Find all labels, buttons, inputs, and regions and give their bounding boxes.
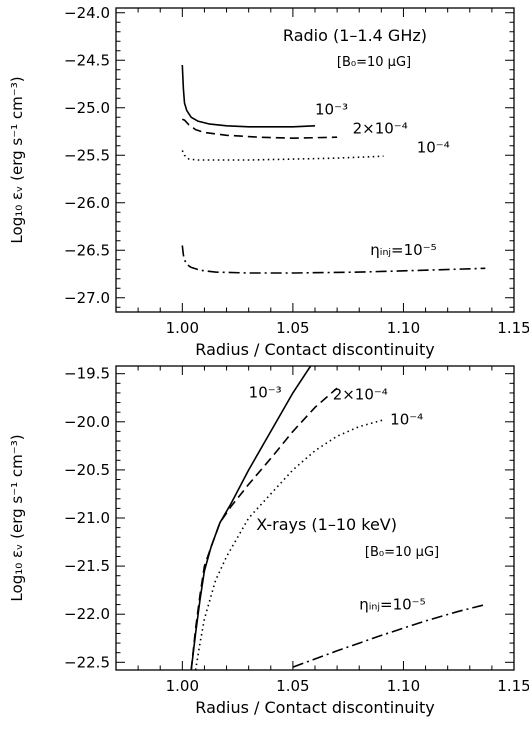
x-axis-label: Radius / Contact discontinuity: [195, 698, 434, 717]
chart-title: X-rays (1–10 keV): [256, 515, 397, 534]
series-group: [181, 64, 486, 274]
y-tick-label: −20.0: [64, 413, 110, 431]
x-tick-label: 1.15: [497, 677, 529, 695]
y-tick-label: −20.5: [64, 461, 110, 479]
series-line-2: [190, 387, 338, 670]
x-tick-label: 1.00: [166, 677, 199, 695]
series-annotation-1: 10⁻³: [249, 384, 282, 402]
y-tick-label: −26.0: [64, 194, 110, 212]
x-tick-label: 1.15: [497, 319, 529, 337]
y-tick-label: −25.0: [64, 99, 110, 117]
series-line-2: [181, 118, 338, 139]
chart-subtitle: [B₀=10 μG]: [365, 545, 439, 560]
series-annotation-4: ηᵢₙⱼ=10⁻⁵: [370, 241, 436, 259]
chart-title: Radio (1–1.4 GHz): [283, 26, 427, 45]
y-tick-label: −19.5: [64, 365, 110, 383]
y-tick-label: −24.5: [64, 51, 110, 69]
y-axis-label: Log₁₀ εᵥ (erg s⁻¹ cm⁻³): [8, 434, 26, 601]
series-line-3: [194, 419, 384, 670]
series-group: [190, 366, 486, 670]
y-tick-label: −24.0: [64, 4, 110, 22]
y-tick-label: −27.0: [64, 289, 110, 307]
chart-subtitle: [B₀=10 μG]: [337, 55, 411, 70]
x-tick-label: 1.05: [276, 319, 309, 337]
chart-panel-1: 1.00 1.05 1.10 1.15 −27.0 −26.5 −26.0 −25.5 −25.…: [8, 4, 529, 359]
x-tick-label: 1.05: [276, 677, 309, 695]
y-tick-label: −21.0: [64, 509, 110, 527]
y-tick-label: −25.5: [64, 146, 110, 164]
x-tick-label: 1.10: [387, 677, 420, 695]
series-line-4: [292, 603, 486, 668]
y-tick-label: −22.5: [64, 653, 110, 671]
series-annotation-3: 10⁻⁴: [390, 411, 423, 429]
y-tick-label: −26.5: [64, 241, 110, 259]
x-tick-label: 1.00: [166, 319, 199, 337]
series-line-3: [181, 150, 384, 161]
series-line-4: [181, 245, 486, 274]
series-annotation-2: 2×10⁻⁴: [333, 386, 388, 404]
plot-frame: [115, 7, 515, 313]
series-annotation-4: ηᵢₙⱼ=10⁻⁵: [359, 595, 425, 613]
x-tick-label: 1.10: [387, 319, 420, 337]
x-axis-label: Radius / Contact discontinuity: [195, 340, 434, 359]
series-line-1: [181, 64, 316, 128]
y-axis-label: Log₁₀ εᵥ (erg s⁻¹ cm⁻³): [8, 76, 26, 243]
series-annotation-1: 10⁻³: [315, 100, 348, 118]
y-tick-label: −21.5: [64, 557, 110, 575]
series-annotation-2: 2×10⁻⁴: [353, 119, 408, 137]
series-annotation-3: 10⁻⁴: [417, 138, 450, 156]
y-tick-label: −22.0: [64, 605, 110, 623]
chart-panel-2: 1.00 1.05 1.10 1.15 −22.5 −22.0 −21.5 −21.0 −20.…: [8, 365, 529, 717]
